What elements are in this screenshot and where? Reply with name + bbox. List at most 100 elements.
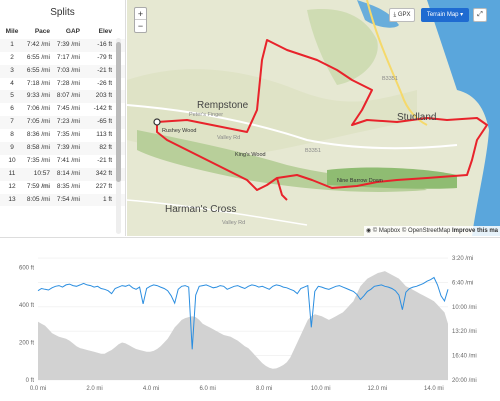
split-elev: -16 ft [97, 40, 112, 48]
split-mile: 11 [8, 169, 16, 177]
pace-tick-label: 20:00 /mi [452, 378, 477, 384]
col-gap: GAP [65, 28, 80, 35]
map-label-b3351-north: B3351 [382, 76, 398, 82]
split-elev: -142 ft [93, 105, 112, 113]
attribution-mapbox[interactable]: © Mapbox [372, 228, 401, 234]
distance-tick-label: 8.0 mi [256, 386, 272, 392]
split-pace: 8:58 /mi [26, 144, 50, 152]
split-mile: 2 [10, 53, 14, 61]
splits-table-body: 1 7:42 /mi 7:39 /mi -16 ft 2 6:55 /mi 7:17 /mi… [0, 38, 125, 207]
map-attribution: ◉ © Mapbox © OpenStreetMap Improve this … [363, 226, 500, 236]
split-elev: -21 ft [97, 66, 112, 74]
split-gap: 7:39 /mi [56, 40, 80, 48]
split-gap: 7:23 /mi [56, 118, 80, 126]
split-mile: 7 [10, 118, 14, 126]
split-gap: 8:07 /mi [56, 92, 80, 100]
map-label-valley-rd-north: Valley Rd [217, 135, 241, 141]
attribution-improve[interactable]: Improve this ma [451, 228, 498, 234]
split-elev: 227 ft [95, 182, 112, 190]
split-gap: 7:39 /mi [56, 144, 80, 152]
split-elev: 203 ft [95, 92, 112, 100]
map-label-valley-rd-south: Valley Rd [222, 220, 246, 226]
split-pace: 6:55 /mi [26, 53, 50, 61]
map-forest-heath [307, 9, 378, 85]
gpx-label: GPX [397, 12, 411, 18]
gpx-download-button[interactable]: ⤓ GPX [389, 8, 415, 22]
splits-header-row: Mile Pace GAP Elev [0, 26, 125, 39]
map-type-dropdown[interactable]: Terrain Map ▾ [421, 8, 469, 22]
split-pace: 7:42 /mi [26, 40, 50, 48]
split-gap: 7:03 /mi [56, 66, 80, 74]
map-label-harmans-cross: Harman's Cross [165, 204, 237, 215]
map-canvas [127, 0, 500, 236]
split-pace: 9:33 /mi [26, 92, 50, 100]
split-gap: 8:14 /mi [56, 169, 80, 177]
zoom-in-button[interactable]: + [135, 8, 146, 20]
splits-title: Splits [50, 7, 75, 18]
route-map[interactable]: Rempstone Studland Harman's Cross Rushey… [127, 0, 500, 236]
split-pace: 7:05 /mi [26, 118, 50, 126]
elevation-tick-label: 600 ft [19, 265, 34, 271]
distance-tick-label: 2.0 mi [86, 386, 102, 392]
map-label-rushey-wood: Rushey Wood [162, 128, 197, 134]
map-label-rempstone: Rempstone [197, 100, 249, 111]
map-label-kings-wood: King's Wood [235, 152, 266, 158]
pace-tick-label: 3:20 /mi [452, 256, 473, 262]
splits-scrollbar[interactable] [116, 38, 121, 234]
split-gap: 7:35 /mi [56, 131, 80, 139]
map-label-nine-barrow-down: Nine Barrow Down [337, 178, 383, 184]
pace-axis: 3:20 /mi 6:40 /mi 10:00 /mi 13:20 /mi 16:40 … [452, 256, 477, 384]
map-label-b3351-south: B3351 [305, 148, 321, 154]
map-label-peters-finger: Peter's Finger [189, 112, 224, 118]
split-elev: -79 ft [97, 53, 112, 61]
split-pace: 8:05 /mi [26, 195, 50, 203]
split-gap: 7:54 /mi [56, 195, 80, 203]
elevation-pace-chart[interactable]: 600 ft 400 ft 200 ft 0 ft 3:20 /mi 6:40 /mi 1… [0, 244, 500, 401]
split-gap: 8:35 /mi [56, 182, 80, 190]
elevation-tick-label: 0 ft [26, 378, 35, 384]
split-pace: 7:06 /mi [26, 105, 50, 113]
elevation-axis: 600 ft 400 ft 200 ft 0 ft [19, 265, 34, 384]
split-mile: 5 [10, 92, 14, 100]
split-row: 1 7:42 /mi 7:39 /mi -16 ft [0, 38, 125, 52]
elevation-tick-label: 200 ft [19, 340, 34, 346]
distance-tick-label: 0.0 mi [30, 386, 46, 392]
split-mile: 3 [10, 66, 14, 74]
split-pace: 7:59 /mi [26, 182, 50, 190]
map-terrain-band [127, 69, 417, 155]
split-mile: 4 [10, 79, 14, 87]
section-divider [0, 237, 500, 238]
zoom-control: + − [134, 7, 147, 33]
distance-tick-label: 6.0 mi [199, 386, 215, 392]
split-elev: 82 ft [99, 144, 112, 152]
pace-tick-label: 16:40 /mi [452, 354, 477, 360]
split-mile: 10 [8, 156, 16, 164]
map-water [427, 0, 500, 236]
pace-tick-label: 10:00 /mi [452, 305, 477, 311]
split-elev: -21 ft [97, 156, 112, 164]
pace-tick-label: 13:20 /mi [452, 329, 477, 335]
split-pace: 8:36 /mi [26, 131, 50, 139]
map-road-main [127, 104, 458, 150]
distance-tick-label: 10.0 mi [311, 386, 331, 392]
zoom-out-button[interactable]: − [137, 21, 144, 31]
split-gap: 7:45 /mi [56, 105, 80, 113]
distance-tick-label: 12.0 mi [367, 386, 387, 392]
split-pace: 7:18 /mi [26, 79, 50, 87]
col-mile: Mile [5, 28, 19, 35]
col-elev: Elev [98, 28, 112, 35]
split-elev: -26 ft [97, 79, 112, 87]
map-road-b3351 [366, 0, 428, 126]
split-row: 9 8:58 /mi 7:39 /mi 82 ft [0, 142, 125, 155]
map-harbour-water [357, 0, 399, 28]
fullscreen-icon[interactable]: ⤢ [473, 8, 487, 22]
split-mile: 1 [10, 40, 14, 48]
split-pace: 6:55 /mi [26, 66, 50, 74]
route-start-marker[interactable] [153, 118, 161, 126]
split-row: 13 8:05 /mi 7:54 /mi 1 ft [0, 193, 125, 207]
pace-line [37, 276, 449, 350]
attribution-osm[interactable]: © OpenStreetMap [401, 228, 451, 234]
route-line[interactable] [156, 39, 488, 191]
splits-scroll-thumb[interactable] [116, 42, 121, 182]
